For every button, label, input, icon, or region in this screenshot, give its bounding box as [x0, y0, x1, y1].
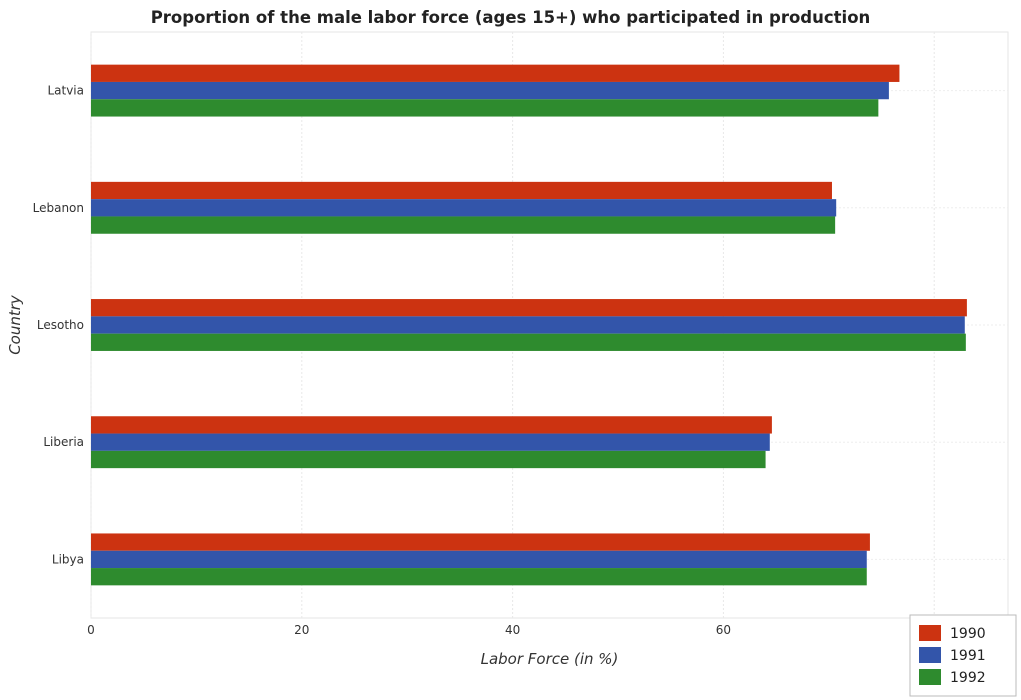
- bar-1990-lesotho: [91, 299, 967, 317]
- x-tick-label: 40: [505, 623, 520, 637]
- legend-swatch: [919, 647, 941, 663]
- bar-1991-liberia: [91, 433, 770, 451]
- bar-1991-libya: [91, 550, 867, 569]
- y-axis-label: Country: [6, 294, 24, 355]
- bar-1991-lebanon: [91, 199, 837, 217]
- bar-1992-lesotho: [91, 333, 966, 351]
- y-tick-label: Lebanon: [33, 201, 84, 215]
- bar-1992-latvia: [91, 99, 879, 117]
- bar-1992-libya: [91, 568, 867, 586]
- bar-1992-liberia: [91, 450, 766, 469]
- x-tick-label: 60: [716, 623, 731, 637]
- x-tick-label: 0: [87, 623, 95, 637]
- bar-1991-lesotho: [91, 316, 965, 334]
- legend: 1990 1991 1992: [909, 614, 1017, 697]
- bar-1991-latvia: [91, 81, 889, 100]
- axes: 020406080LatviaLebanonLesothoLiberiaLiby…: [6, 84, 942, 668]
- bars: [91, 64, 967, 586]
- x-tick-label: 20: [294, 623, 309, 637]
- legend-label: 1990: [950, 626, 986, 642]
- legend-label: 1992: [950, 670, 986, 686]
- chart-title: Proportion of the male labor force (ages…: [150, 8, 871, 27]
- y-tick-label: Liberia: [43, 435, 84, 449]
- legend-swatch: [919, 625, 941, 641]
- bar-1990-libya: [91, 533, 870, 551]
- bar-1990-lebanon: [91, 181, 832, 200]
- bar-1990-latvia: [91, 64, 900, 82]
- legend-swatch: [919, 669, 941, 685]
- x-axis-label: Labor Force (in %): [481, 650, 619, 668]
- y-tick-label: Libya: [52, 552, 84, 566]
- legend-label: 1991: [950, 648, 986, 664]
- y-tick-label: Latvia: [47, 84, 84, 98]
- bar-1990-liberia: [91, 416, 772, 434]
- bar-1992-lebanon: [91, 216, 836, 234]
- y-tick-label: Lesotho: [37, 318, 84, 332]
